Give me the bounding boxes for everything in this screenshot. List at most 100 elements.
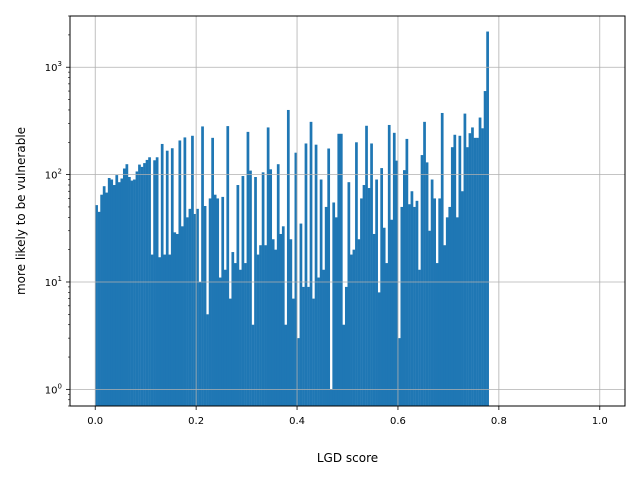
histogram-bar bbox=[269, 169, 273, 406]
histogram-bar bbox=[435, 263, 439, 406]
histogram-bar bbox=[193, 213, 197, 406]
x-axis-label: LGD score bbox=[317, 451, 378, 465]
histogram-bar bbox=[226, 126, 230, 406]
histogram-bar bbox=[334, 217, 338, 406]
histogram-bar bbox=[107, 177, 111, 406]
histogram-bar bbox=[410, 191, 414, 406]
x-axis-ticks: 0.0 0.2 0.4 0.6 0.8 1.0 bbox=[87, 406, 608, 427]
histogram-bar bbox=[138, 164, 141, 406]
histogram-bar bbox=[206, 314, 209, 406]
histogram-bar bbox=[198, 281, 202, 406]
histogram-bar bbox=[403, 170, 406, 406]
histogram-bar bbox=[95, 205, 98, 406]
histogram-bar bbox=[463, 113, 467, 406]
y-tick-label: 102 bbox=[45, 168, 62, 182]
histogram-bar bbox=[264, 245, 267, 406]
histogram-bar bbox=[483, 91, 487, 407]
x-tick-label: 0.0 bbox=[87, 416, 103, 427]
histogram-bar bbox=[228, 298, 232, 406]
histogram-bar bbox=[405, 138, 409, 406]
histogram-bar bbox=[466, 147, 469, 406]
histogram-bar bbox=[160, 143, 164, 406]
histogram-bar bbox=[342, 324, 346, 406]
histogram-bar bbox=[458, 135, 462, 406]
histogram-bar bbox=[128, 177, 131, 406]
histogram-bar bbox=[380, 168, 384, 406]
histogram-bar bbox=[196, 208, 199, 406]
histogram-bar bbox=[314, 144, 318, 406]
x-tick-label: 1.0 bbox=[592, 416, 608, 427]
histogram-bar bbox=[304, 143, 308, 406]
histogram-bar bbox=[423, 121, 426, 406]
histogram-bar bbox=[443, 245, 447, 406]
histogram-bar bbox=[208, 198, 212, 406]
histogram-bar bbox=[350, 254, 353, 406]
histogram-bar bbox=[445, 217, 449, 406]
histogram-bar bbox=[420, 155, 424, 406]
histogram-bar bbox=[365, 125, 368, 407]
histogram-bar bbox=[170, 148, 174, 406]
histogram-bar bbox=[223, 269, 227, 406]
x-tick-label: 0.6 bbox=[390, 416, 406, 427]
histogram-bar bbox=[392, 132, 396, 406]
histogram-bar bbox=[115, 175, 119, 406]
histogram-bar bbox=[168, 254, 172, 406]
histogram-bar bbox=[344, 286, 348, 406]
histogram-bar bbox=[133, 179, 136, 406]
histogram-bar bbox=[302, 286, 305, 406]
histogram-bar bbox=[145, 159, 149, 406]
y-axis-label: more likely to be vulnerable bbox=[14, 127, 28, 295]
histogram-bar bbox=[153, 160, 156, 406]
histogram-bar bbox=[218, 277, 222, 406]
histogram-bar bbox=[100, 194, 103, 406]
histogram-bar bbox=[120, 178, 124, 406]
histogram-bar bbox=[102, 186, 106, 406]
histogram-bar bbox=[307, 286, 310, 406]
histogram-bar bbox=[289, 239, 293, 406]
histogram-bar bbox=[370, 143, 373, 406]
histogram-bar bbox=[188, 208, 192, 406]
histogram-bar bbox=[317, 277, 320, 406]
histogram-bar bbox=[105, 192, 109, 406]
y-tick-label: 103 bbox=[45, 60, 62, 74]
histogram-bar bbox=[476, 137, 479, 406]
histogram-bar bbox=[165, 150, 169, 406]
y-tick-label: 100 bbox=[45, 382, 62, 396]
histogram-bar bbox=[468, 133, 472, 406]
histogram-bar bbox=[249, 170, 252, 406]
histogram-bar bbox=[450, 147, 454, 406]
histogram-bar bbox=[271, 239, 275, 406]
histogram-bar bbox=[163, 254, 167, 406]
histogram-bar bbox=[387, 124, 391, 407]
histogram-bar bbox=[241, 176, 245, 406]
histogram-bar bbox=[294, 152, 298, 406]
histogram-bar bbox=[261, 172, 265, 406]
histogram-bar bbox=[357, 239, 361, 406]
histogram-bar bbox=[309, 121, 313, 406]
histogram-bar bbox=[276, 164, 280, 406]
histogram-bar bbox=[284, 324, 288, 406]
histogram-bar bbox=[266, 127, 270, 406]
histogram-bar bbox=[329, 389, 333, 406]
histogram-bar bbox=[478, 117, 482, 406]
histogram-bar bbox=[213, 194, 217, 406]
histogram-bar bbox=[375, 179, 378, 406]
histogram-bar bbox=[239, 269, 242, 406]
histogram-bar bbox=[135, 171, 139, 406]
histogram-bar bbox=[191, 135, 194, 406]
histogram-bar bbox=[286, 109, 290, 407]
histogram-bar bbox=[246, 131, 250, 406]
histogram-bar bbox=[178, 140, 182, 406]
histogram-bar bbox=[440, 112, 444, 406]
histogram-bar bbox=[292, 298, 295, 406]
histogram-bar bbox=[181, 226, 184, 406]
histogram-bar bbox=[438, 198, 442, 406]
histogram-bar bbox=[322, 269, 325, 406]
histogram-bar bbox=[97, 211, 101, 406]
histogram-bar bbox=[352, 249, 356, 406]
histogram-bar bbox=[372, 233, 376, 406]
histogram-bar bbox=[319, 179, 323, 406]
histogram-bar bbox=[448, 206, 452, 406]
histogram-bar bbox=[408, 204, 411, 406]
